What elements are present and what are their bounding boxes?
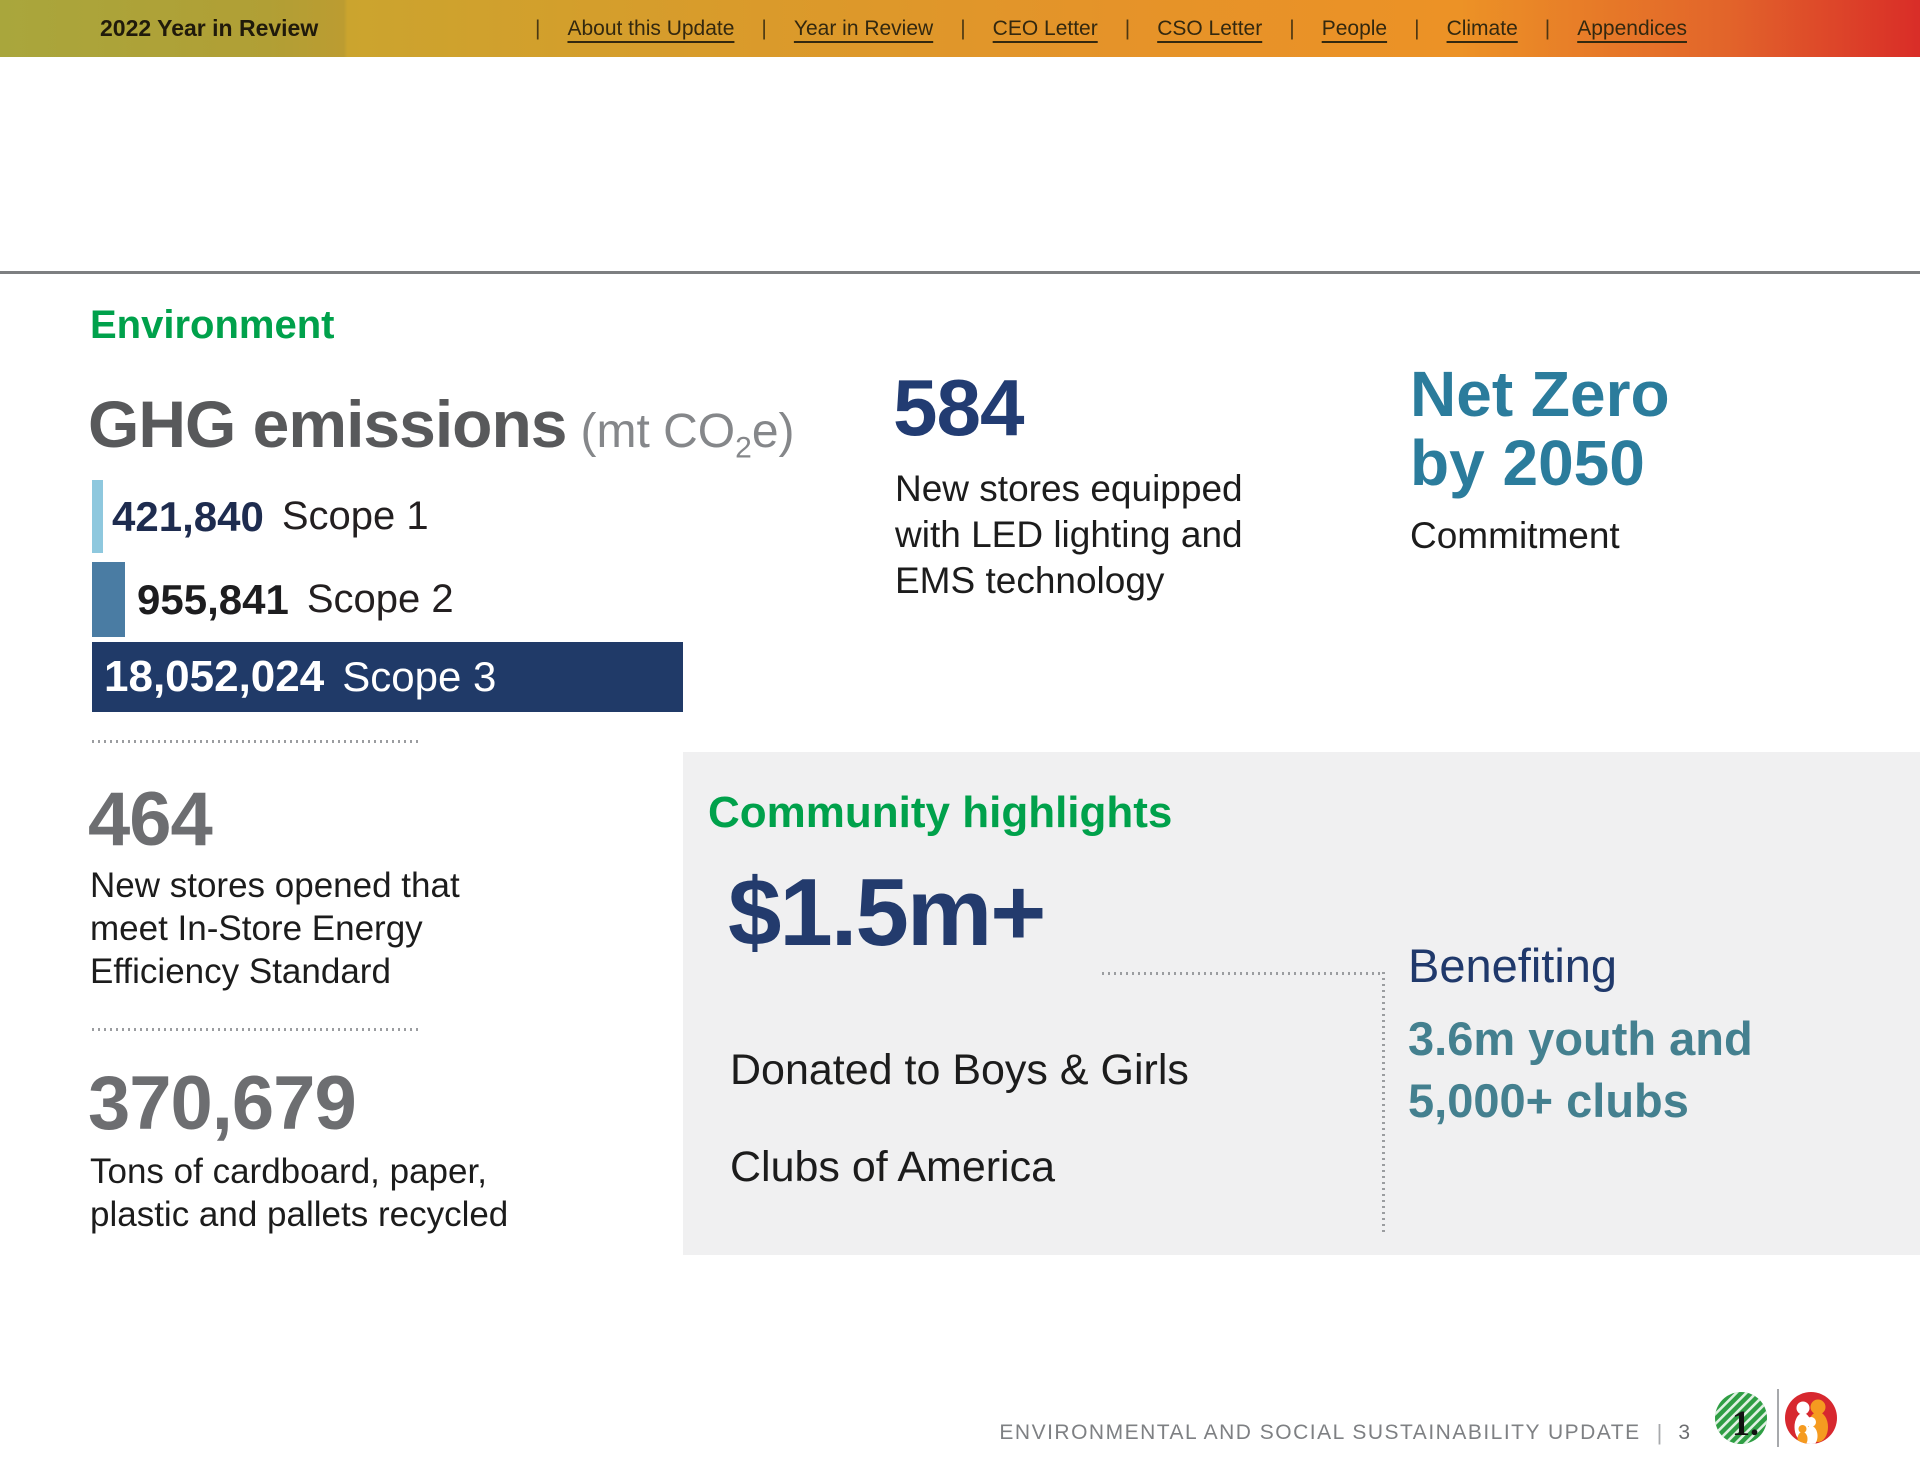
footer-label: ENVIRONMENTAL AND SOCIAL SUSTAINABILITY … <box>999 1421 1641 1444</box>
community-highlights-box <box>683 752 1920 1255</box>
ghg-unit: (mt CO2e) <box>580 405 795 465</box>
nav-link-people[interactable]: People <box>1321 16 1388 40</box>
scope1-bar <box>92 480 103 553</box>
nav-separator: | <box>1289 16 1295 40</box>
scope3-label: Scope 3 <box>342 653 497 700</box>
nav-link-climate[interactable]: Climate <box>1446 16 1518 40</box>
ghg-emissions-title: GHG emissions (mt CO2e) <box>88 386 795 466</box>
nav-separator: | <box>535 16 541 40</box>
top-nav: | About this Update | Year in Review | C… <box>535 0 1687 57</box>
nav-link-ceo-letter[interactable]: CEO Letter <box>992 16 1098 40</box>
dotted-connector <box>1102 972 1380 975</box>
scope2-value: 955,841 <box>137 575 289 623</box>
stat-led-desc: New stores equipped with LED lighting an… <box>895 468 1243 601</box>
stat-stores-desc: New stores opened that meet In-Store Ene… <box>90 866 460 991</box>
donation-desc: Donated to Boys & Girls Clubs of America <box>730 1046 1189 1191</box>
scope3-bar <box>92 642 683 712</box>
nav-separator: | <box>960 16 966 40</box>
page-number: 3 <box>1678 1421 1690 1444</box>
ghg-title-text: GHG emissions <box>88 387 567 461</box>
donation-value: $1.5m+ <box>728 859 1046 966</box>
ghg-unit-subscript: 2 <box>735 431 752 465</box>
net-zero-headline: Net Zero by 2050 <box>1410 358 1670 499</box>
logo-divider <box>1777 1389 1779 1447</box>
dotted-separator <box>92 1028 422 1031</box>
dollar-tree-logo-icon: 1. <box>1715 1392 1767 1444</box>
report-title: 2022 Year in Review <box>100 15 319 41</box>
section-divider-rule <box>0 271 1920 274</box>
nav-link-year-in-review[interactable]: Year in Review <box>793 16 934 40</box>
family-dollar-logo-icon <box>1785 1392 1837 1444</box>
nav-separator: | <box>1544 16 1551 40</box>
environment-section-label: Environment <box>90 303 335 347</box>
footer-separator: | <box>1656 1420 1663 1445</box>
dollar-tree-one: 1. <box>1732 1403 1759 1443</box>
scope1-row: 421,840 Scope 1 <box>112 480 429 553</box>
scope3-value: 18,052,024 <box>104 652 325 701</box>
net-zero-subtext: Commitment <box>1410 515 1620 556</box>
community-highlights-title: Community highlights <box>708 788 1173 837</box>
scope1-label: Scope 1 <box>281 494 429 538</box>
stat-recycled-value: 370,679 <box>88 1061 357 1146</box>
scope1-value: 421,840 <box>112 492 264 540</box>
footer: ENVIRONMENTAL AND SOCIAL SUSTAINABILITY … <box>999 1420 1690 1446</box>
dotted-vertical-divider <box>1382 972 1385 1234</box>
nav-separator: | <box>1414 16 1420 40</box>
scope2-label: Scope 2 <box>306 577 454 621</box>
scope3-row: 18,052,024 Scope 3 <box>104 642 496 712</box>
benefit-stats: 3.6m youth and 5,000+ clubs <box>1408 1012 1753 1127</box>
dotted-separator <box>92 740 422 743</box>
nav-link-about[interactable]: About this Update <box>567 16 735 40</box>
top-nav-bar: 2022 Year in Review | About this Update … <box>0 0 1920 57</box>
nav-separator: | <box>1124 16 1131 40</box>
benefit-lead: Benefiting <box>1408 939 1618 992</box>
nav-separator: | <box>761 16 767 40</box>
stat-led-value: 584 <box>893 363 1024 452</box>
scope2-row: 955,841 Scope 2 <box>137 562 454 637</box>
nav-link-cso-letter[interactable]: CSO Letter <box>1157 16 1263 40</box>
nav-link-appendices[interactable]: Appendices <box>1577 16 1687 40</box>
stat-recycled-desc: Tons of cardboard, paper, plastic and pa… <box>90 1152 509 1234</box>
stat-stores-value: 464 <box>88 777 213 862</box>
scope2-bar <box>92 562 125 637</box>
